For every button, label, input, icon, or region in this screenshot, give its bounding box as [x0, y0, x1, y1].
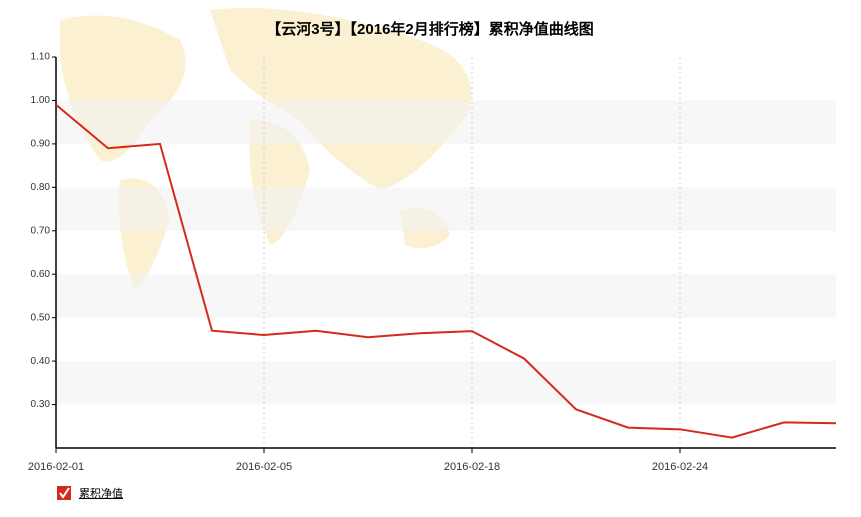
grid-band [56, 361, 836, 405]
x-tick-label: 2016-02-05 [236, 461, 292, 473]
y-tick-label: 0.90 [31, 139, 51, 150]
y-tick-label: 0.60 [31, 269, 51, 280]
legend-label[interactable]: 累积净值 [79, 486, 123, 500]
y-tick-label: 1.00 [31, 95, 51, 106]
grid-band [56, 187, 836, 231]
x-tick-label: 2016-02-01 [28, 461, 84, 473]
series-line [55, 104, 837, 439]
grid-band [56, 100, 836, 144]
y-tick-label: 0.50 [31, 312, 51, 323]
chart-title: 【云河3号】【2016年2月排行榜】累积净值曲线图 [266, 20, 594, 38]
grid-band [56, 274, 836, 318]
x-tick-label: 2016-02-24 [652, 461, 708, 473]
y-tick-label: 0.40 [31, 356, 51, 367]
y-tick-label: 0.70 [31, 225, 51, 236]
y-tick-label: 1.10 [31, 52, 51, 63]
y-tick-label: 0.30 [31, 399, 51, 410]
legend-check [59, 487, 70, 499]
x-tick-label: 2016-02-18 [444, 461, 500, 473]
world-map-background [60, 8, 472, 290]
y-tick-label: 0.80 [31, 182, 51, 193]
